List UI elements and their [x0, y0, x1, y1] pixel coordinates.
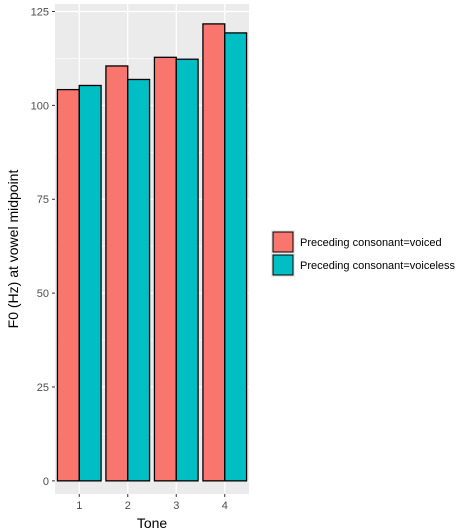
legend-key [272, 231, 294, 253]
y-tick-label: 0 [43, 476, 49, 488]
y-tick-label: 25 [37, 382, 49, 394]
bar-tone-2-series-2 [127, 78, 151, 482]
x-tick-label: 1 [76, 500, 82, 512]
x-axis-title: Tone [137, 515, 168, 531]
y-tick-label: 125 [31, 7, 49, 19]
bar-tone-4-series-1 [202, 23, 226, 482]
legend-label: Preceding consonant=voiced [300, 237, 442, 249]
legend: Preceding consonant=voiced Preceding cons… [271, 230, 456, 277]
bar-tone-2-series-1 [105, 65, 129, 482]
legend-label: Preceding consonant=voiceless [300, 260, 456, 272]
y-axis: 0 25 50 75 100 125 [31, 7, 55, 488]
bar-tone-3-series-2 [175, 58, 199, 482]
bar-tone-3-series-1 [153, 56, 177, 482]
x-tick-label: 3 [173, 500, 179, 512]
x-axis: 1 2 3 4 [76, 494, 228, 512]
bar-tone-1-series-1 [56, 88, 80, 482]
bars [56, 23, 248, 482]
x-tick-label: 2 [125, 500, 131, 512]
x-tick-label: 4 [222, 500, 228, 512]
bar-tone-4-series-2 [224, 32, 248, 482]
bar-tone-1-series-2 [78, 84, 102, 482]
y-axis-title: F0 (Hz) at vowel midpoint [5, 170, 21, 329]
y-tick-label: 100 [31, 100, 49, 112]
y-tick-label: 75 [37, 194, 49, 206]
y-tick-label: 50 [37, 288, 49, 300]
legend-key [272, 254, 294, 276]
